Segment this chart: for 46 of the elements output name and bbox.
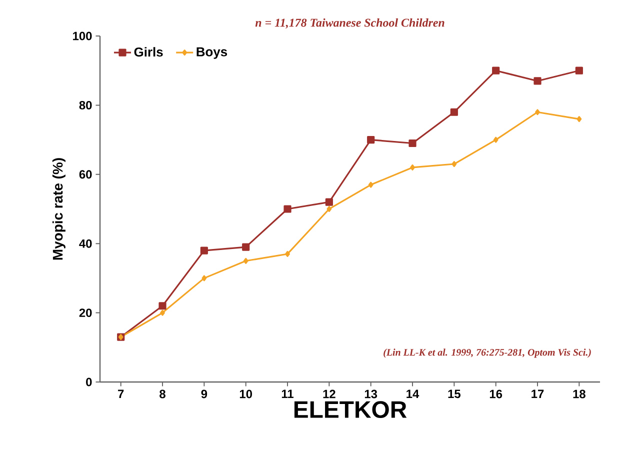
x-tick-label: 13 [364, 390, 378, 398]
x-tick-label: 12 [323, 390, 336, 398]
point [492, 66, 500, 74]
point [535, 109, 540, 116]
x-tick-label: 18 [573, 390, 586, 398]
point [242, 243, 250, 251]
point [534, 77, 542, 85]
point [200, 246, 208, 254]
y-tick-label: 60 [79, 170, 92, 179]
point [325, 198, 333, 206]
x-tick-label: 16 [490, 390, 502, 398]
point [158, 302, 166, 310]
point [243, 258, 248, 264]
y-tick-label: 80 [79, 100, 92, 110]
point [576, 116, 582, 122]
x-tick-label: 8 [160, 390, 166, 398]
point [202, 275, 207, 282]
x-tick-label: 17 [532, 390, 544, 398]
x-axis-title: ELETKOR [294, 401, 407, 418]
point [450, 108, 458, 116]
point [575, 66, 583, 74]
x-tick-label: 9 [201, 390, 208, 398]
y-tick-label: 20 [79, 308, 92, 318]
legend-label: Boys [196, 47, 228, 59]
x-tick-label: 7 [118, 390, 124, 398]
y-axis-title: Myopic rate (%) [52, 158, 66, 260]
x-tick-label: 15 [448, 390, 460, 398]
point [452, 161, 457, 168]
y-tick-label: 40 [79, 239, 92, 248]
point [493, 136, 498, 143]
point [367, 136, 375, 144]
point [408, 139, 416, 148]
legend-label: Girls [134, 47, 163, 57]
y-tick-label: 100 [73, 32, 92, 40]
point [160, 310, 165, 316]
point [285, 250, 290, 257]
x-tick-label: 10 [240, 390, 252, 398]
chart-title: n = 11,178 Taiwanese School Children [255, 18, 444, 28]
point [326, 206, 332, 212]
point [410, 164, 415, 170]
annotation: (Lin LL-K et al. 1999, 76:275-281, Optom Vis Sci.) [384, 348, 591, 358]
point [368, 182, 374, 188]
x-tick-label: 14 [406, 390, 420, 398]
x-tick-label: 11 [282, 390, 294, 398]
y-tick-label: 0 [86, 378, 92, 386]
point [284, 205, 292, 213]
